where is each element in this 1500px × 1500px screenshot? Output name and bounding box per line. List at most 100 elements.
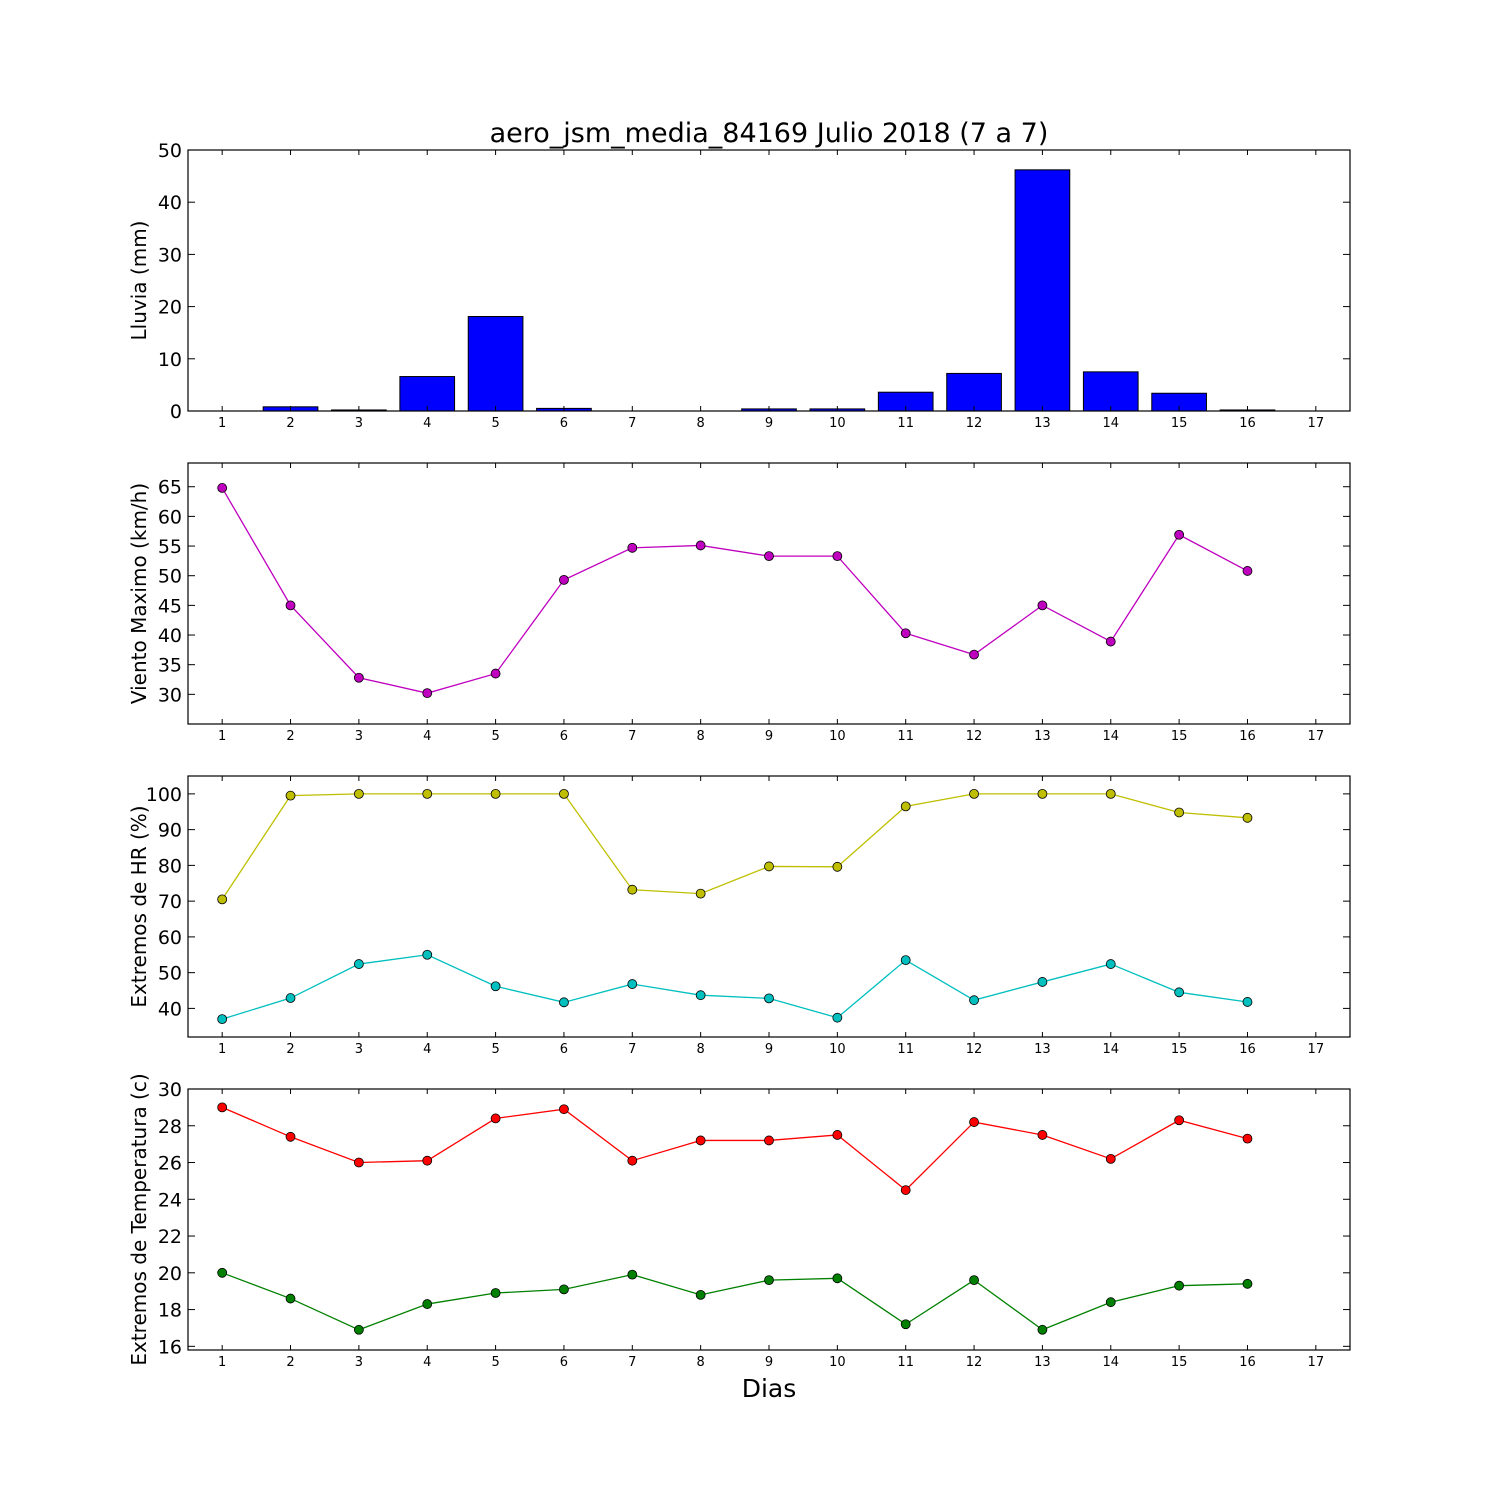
series-2-point-day-7 bbox=[627, 979, 638, 989]
y-tick-label: 22 bbox=[158, 1226, 182, 1248]
y-tick-label: 20 bbox=[158, 297, 182, 319]
x-tick-label: 5 bbox=[491, 1042, 499, 1057]
series-1-point-day-7 bbox=[627, 1155, 638, 1166]
x-tick-label: 4 bbox=[423, 1355, 431, 1370]
series-2-point-day-5 bbox=[490, 1288, 501, 1298]
x-tick-label: 9 bbox=[765, 1042, 773, 1057]
series-1-point-day-12 bbox=[969, 788, 979, 799]
x-tick-label: 14 bbox=[1102, 729, 1119, 744]
y-tick-label: 20 bbox=[158, 1263, 182, 1285]
series-1-point-day-14 bbox=[1105, 788, 1116, 799]
series-1-point-day-7 bbox=[627, 542, 638, 553]
series-1-point-day-16 bbox=[1242, 812, 1253, 823]
x-tick-label: 5 bbox=[491, 729, 499, 744]
x-tick-label: 10 bbox=[829, 1355, 846, 1370]
series-2-point-day-2 bbox=[285, 993, 296, 1003]
series-1-point-day-9 bbox=[764, 1135, 774, 1146]
x-tick-label: 2 bbox=[286, 729, 294, 744]
x-tick-label: 8 bbox=[697, 729, 705, 744]
y-tick-label: 50 bbox=[158, 140, 182, 162]
y-tick-label: 30 bbox=[158, 684, 182, 706]
x-tick-label: 17 bbox=[1308, 1042, 1325, 1057]
x-tick-label: 11 bbox=[897, 729, 914, 744]
x-tick-label: 11 bbox=[897, 1042, 914, 1057]
series-line-1 bbox=[221, 487, 1248, 694]
series-2-point-day-1 bbox=[217, 1014, 228, 1025]
x-tick-label: 16 bbox=[1239, 729, 1256, 744]
series-1-point-day-11 bbox=[900, 801, 911, 812]
subplot-3: 1 2 3 4 5 6 7 8 9 10 11 12 13 14 15 16 17405060708090100… bbox=[127, 775, 1351, 1057]
x-tick-label: 17 bbox=[1308, 729, 1325, 744]
plot-frame bbox=[187, 462, 1351, 725]
series-1-point-day-2 bbox=[285, 790, 296, 801]
series-1-point-day-12 bbox=[969, 1117, 979, 1127]
series-1-point-day-3 bbox=[353, 1157, 364, 1168]
series-1-point-day-4 bbox=[422, 1155, 433, 1166]
series-2-point-day-3 bbox=[353, 959, 364, 969]
series-2-point-day-2 bbox=[285, 1293, 296, 1304]
y-tick-label: 16 bbox=[158, 1336, 182, 1358]
series-1-point-day-4 bbox=[422, 688, 433, 699]
series-line-1 bbox=[221, 1106, 1248, 1191]
bar-day-5 bbox=[467, 316, 524, 412]
y-axis-label: Extremos de HR (%) bbox=[127, 805, 151, 1007]
subplot-4: 1 2 3 4 5 6 7 8 9 10 11 12 13 14 15 16 17161820222426283… bbox=[127, 1073, 1351, 1370]
x-tick-label: 3 bbox=[355, 1042, 363, 1057]
x-tick-label: 16 bbox=[1239, 1355, 1256, 1370]
y-tick-label: 55 bbox=[158, 536, 182, 558]
plot-frame bbox=[187, 149, 1351, 412]
series-2-point-day-14 bbox=[1105, 1297, 1116, 1308]
x-tick-label: 9 bbox=[765, 1355, 773, 1370]
x-tick-label: 10 bbox=[829, 1042, 846, 1057]
x-tick-label: 12 bbox=[966, 1355, 983, 1370]
y-tick-label: 90 bbox=[158, 820, 182, 842]
series-2-point-day-9 bbox=[764, 993, 774, 1004]
series-1-point-day-5 bbox=[490, 788, 501, 799]
x-tick-label: 4 bbox=[423, 416, 431, 431]
series-1-point-day-9 bbox=[764, 551, 774, 562]
y-tick-label: 40 bbox=[158, 625, 182, 647]
x-tick-label: 3 bbox=[355, 1355, 363, 1370]
series-1-point-day-15 bbox=[1174, 1115, 1185, 1126]
series-1-point-day-3 bbox=[353, 788, 364, 799]
y-tick-label: 0 bbox=[170, 401, 182, 423]
series-1-point-day-6 bbox=[559, 574, 569, 585]
x-tick-label: 3 bbox=[355, 416, 363, 431]
x-tick-label: 6 bbox=[560, 416, 568, 431]
x-tick-label: 17 bbox=[1308, 416, 1325, 431]
series-1-point-day-12 bbox=[969, 649, 979, 660]
y-tick-label: 60 bbox=[158, 506, 182, 528]
x-tick-label: 8 bbox=[697, 416, 705, 431]
chart-title: aero_jsm_media_84169 Julio 2018 (7 a 7) bbox=[490, 118, 1049, 149]
x-tick-label: 15 bbox=[1171, 729, 1188, 744]
series-1-point-day-16 bbox=[1242, 1133, 1253, 1144]
bar-day-14 bbox=[1082, 371, 1139, 412]
series-2-point-day-13 bbox=[1037, 977, 1048, 987]
x-tick-label: 6 bbox=[560, 1042, 568, 1057]
series-1-point-day-8 bbox=[695, 888, 706, 899]
x-tick-label: 14 bbox=[1102, 1355, 1119, 1370]
series-2-point-day-10 bbox=[832, 1012, 843, 1023]
x-tick-label: 17 bbox=[1308, 1355, 1325, 1370]
x-tick-label: 12 bbox=[966, 1042, 983, 1057]
x-tick-label: 16 bbox=[1239, 1042, 1256, 1057]
y-tick-label: 18 bbox=[158, 1300, 182, 1322]
series-2-point-day-12 bbox=[969, 1275, 979, 1286]
series-1-point-day-13 bbox=[1037, 600, 1048, 611]
series-1-point-day-5 bbox=[490, 1113, 501, 1124]
series-2-point-day-7 bbox=[627, 1269, 638, 1280]
x-tick-label: 16 bbox=[1239, 416, 1256, 431]
series-1-point-day-10 bbox=[832, 861, 843, 872]
series-2-point-day-1 bbox=[217, 1267, 228, 1278]
series-1-point-day-1 bbox=[217, 894, 228, 905]
series-1-point-day-14 bbox=[1105, 636, 1116, 647]
subplot-1: 1 2 3 4 5 6 7 8 9 10 11 12 13 14 15 16 1701020304050Lluv… bbox=[127, 140, 1351, 431]
x-tick-label: 10 bbox=[829, 416, 846, 431]
series-2-point-day-13 bbox=[1037, 1324, 1048, 1335]
series-1-point-day-13 bbox=[1037, 788, 1048, 799]
x-tick-label: 1 bbox=[218, 729, 226, 744]
series-2-point-day-12 bbox=[969, 995, 979, 1006]
x-tick-label: 5 bbox=[491, 416, 499, 431]
x-tick-label: 12 bbox=[966, 416, 983, 431]
series-1-point-day-6 bbox=[559, 788, 569, 799]
